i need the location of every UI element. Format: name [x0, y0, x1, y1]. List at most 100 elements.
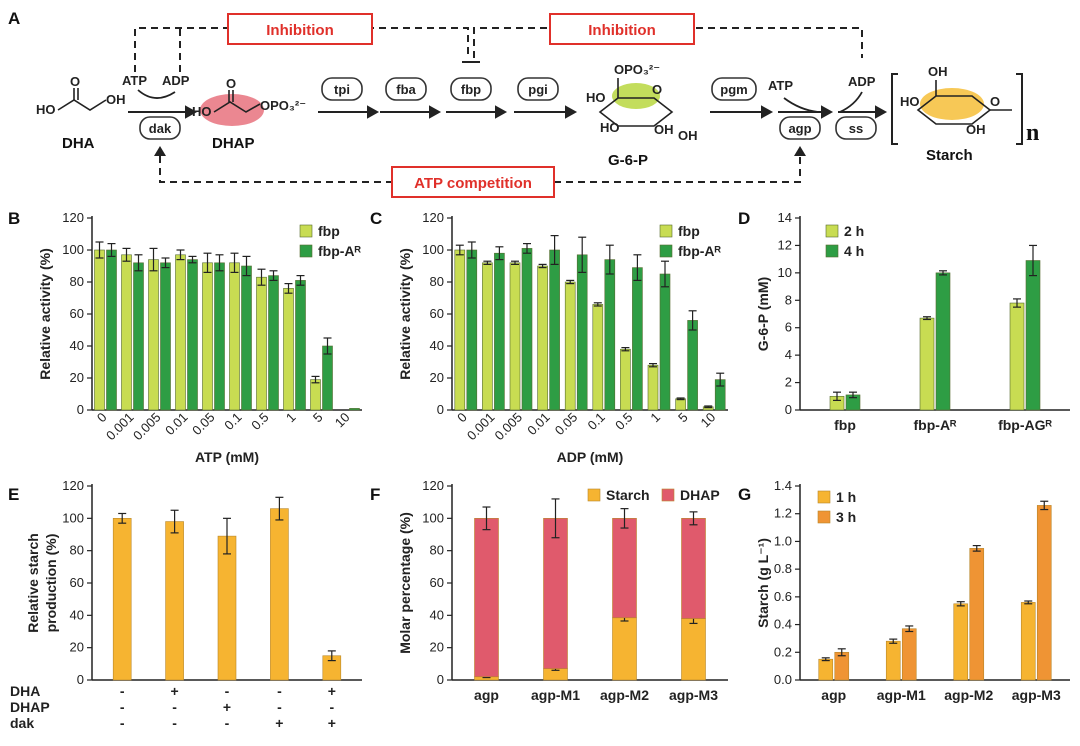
- legend-swatch: [299, 244, 313, 258]
- x-tick-label: agp: [821, 687, 846, 703]
- condition-mark: -: [277, 699, 282, 715]
- inhibition-label-1: Inhibition: [266, 22, 333, 39]
- y-tick-label: 1.4: [774, 478, 792, 493]
- condition-mark: +: [328, 715, 336, 731]
- bar-dhap: [474, 518, 499, 678]
- inhibition-box-1: [227, 13, 373, 45]
- y-tick-label: 0: [437, 402, 444, 417]
- enzyme-tpi: tpi: [334, 82, 350, 97]
- bar: [969, 548, 985, 681]
- dhap-o: O: [226, 76, 236, 91]
- y-tick-label: 0: [77, 402, 84, 417]
- legend-swatch: [825, 224, 839, 238]
- inhibition-box-2: [549, 13, 695, 45]
- x-axis-label: ADP (mM): [557, 449, 624, 465]
- y-tick-label: 100: [422, 510, 444, 525]
- y-tick-label: 0: [77, 672, 84, 687]
- y-tick-label: 40: [70, 607, 84, 622]
- bar: [160, 262, 171, 411]
- bar: [564, 281, 576, 411]
- dha-ho: HO: [36, 102, 56, 117]
- y-tick-label: 4: [785, 347, 792, 362]
- bar: [576, 254, 588, 411]
- g6p-label: G-6-P: [608, 152, 648, 169]
- bar: [1036, 505, 1052, 681]
- dhap-structure: HO O OPO₃²⁻ DHAP: [192, 76, 306, 152]
- y-tick-label: 10: [778, 265, 792, 280]
- x-axis-label: ATP (mM): [195, 449, 259, 465]
- condition-mark: -: [329, 699, 334, 715]
- enzyme-ss: ss: [849, 121, 863, 136]
- condition-label: DHA: [10, 683, 40, 699]
- bar: [112, 518, 132, 681]
- bar: [454, 249, 466, 411]
- y-axis-label: Relative starch: [25, 533, 41, 633]
- bar: [148, 259, 159, 411]
- y-tick-label: 0.8: [774, 561, 792, 576]
- adp-label-2: ADP: [848, 74, 876, 89]
- condition-mark: -: [120, 715, 125, 731]
- bar: [901, 628, 917, 681]
- bar: [935, 272, 951, 411]
- bar: [1009, 302, 1025, 411]
- y-tick-label: 1.2: [774, 506, 792, 521]
- x-tick-label: 0.5: [612, 410, 635, 433]
- bar: [687, 320, 698, 411]
- bar: [592, 304, 604, 411]
- condition-mark: -: [172, 699, 177, 715]
- y-tick-label: 1.0: [774, 533, 792, 548]
- atp-label-2: ATP: [768, 78, 793, 93]
- enzyme-agp: agp: [788, 121, 811, 136]
- x-tick-label: 0.05: [552, 410, 581, 439]
- bar: [549, 249, 560, 411]
- enzyme-pgm: pgm: [720, 82, 747, 97]
- y-axis-label: Relative activity (%): [37, 248, 53, 380]
- bar: [632, 267, 643, 411]
- enzyme-fba: fba: [396, 82, 416, 97]
- bar-dhap: [681, 518, 706, 619]
- bar: [270, 508, 289, 681]
- g6p-ho-1: HO: [586, 90, 606, 105]
- enzyme-box-dak: [139, 116, 181, 140]
- bar: [283, 288, 294, 411]
- dha-oh: OH: [106, 92, 126, 107]
- legend-label: fbp: [318, 223, 340, 239]
- dhap-ho: HO: [192, 104, 212, 119]
- y-tick-label: 120: [422, 210, 444, 225]
- bar: [256, 276, 267, 411]
- atp-competition-label: ATP competition: [414, 175, 532, 192]
- legend-label: 4 h: [844, 243, 864, 259]
- bar: [241, 265, 252, 411]
- chart-e-starch-production: 0 20 40 60 80 100 120 Relative starch production…: [10, 478, 362, 731]
- enzyme-fbp: fbp: [461, 82, 481, 97]
- chart-d-g6p: 0 2 4 6 8 10 12 14 G-6-P (mM) fbp fbp-Aᴿ fbp-AGᴿ 2 h…: [755, 210, 1070, 433]
- y-tick-label: 0: [437, 672, 444, 687]
- bar: [217, 535, 237, 681]
- x-tick-label: 0.005: [130, 410, 164, 444]
- y-tick-label: 80: [430, 274, 444, 289]
- x-tick-label: 0: [94, 410, 110, 426]
- y-tick-label: 20: [70, 370, 84, 385]
- bar: [818, 658, 834, 681]
- bar: [482, 262, 493, 411]
- enzyme-box-agp: [779, 116, 821, 140]
- arrowhead-dak: [154, 146, 166, 156]
- bar: [229, 262, 240, 411]
- x-tick-label: 0.001: [103, 410, 137, 444]
- enzyme-box-pgm: [711, 77, 757, 101]
- bar: [885, 640, 901, 681]
- cofactor-curve-1: [137, 89, 176, 99]
- bar: [521, 248, 533, 411]
- condition-mark: -: [120, 699, 125, 715]
- bar: [509, 262, 521, 411]
- bar: [620, 348, 631, 411]
- bar: [175, 254, 186, 411]
- y-tick-label: 60: [430, 306, 444, 321]
- y-axis-label: production (%): [43, 534, 59, 633]
- bar: [349, 408, 360, 411]
- x-tick-label: agp-M2: [944, 687, 993, 703]
- legend-label: DHAP: [680, 487, 720, 503]
- pathway-arrows: [128, 105, 888, 119]
